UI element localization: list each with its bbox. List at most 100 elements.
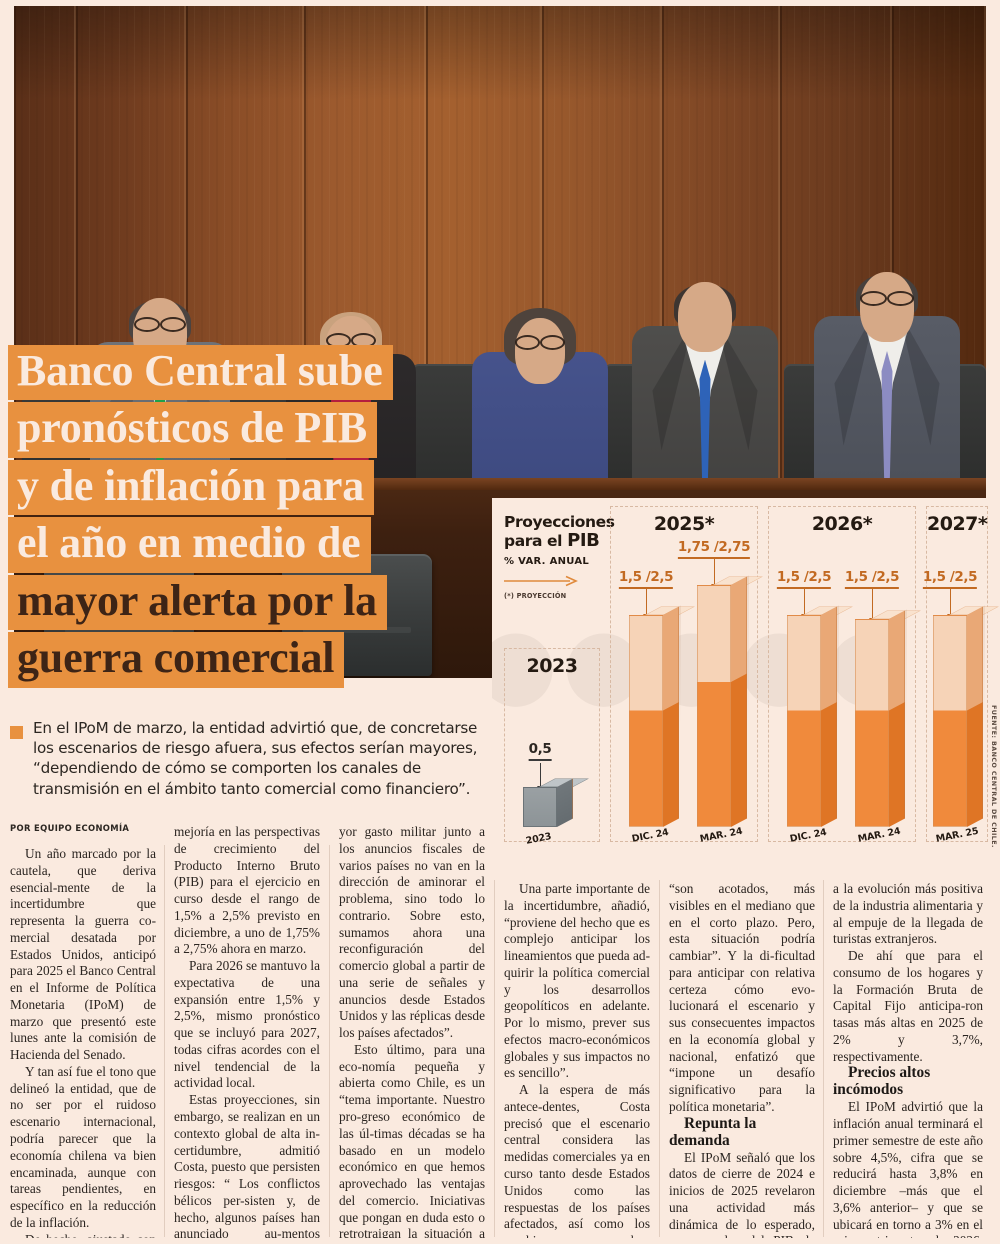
gdp-projection-chart: ●●●●● Proyecciones para el PIB % VAR. AN… xyxy=(492,498,1000,866)
paragraph: a la evolución más positiva de la indust… xyxy=(833,881,983,947)
paragraph: De hecho, ajustado con las previsiones, … xyxy=(10,1232,156,1238)
paragraph: Esto último, para una eco-nomía pequeña … xyxy=(339,1041,485,1238)
person-3-glasses-icon xyxy=(515,335,565,350)
chart-bar-2026-dic24-face xyxy=(787,615,821,827)
column-rule xyxy=(329,845,330,1237)
chart-bar-2023-face xyxy=(523,787,557,827)
chart-bar-2025-mar24-stem xyxy=(709,559,721,590)
chart-bar-2025-mar24-face xyxy=(697,585,731,827)
lede-block: En el IPoM de marzo, la entidad advirtió… xyxy=(10,718,480,799)
lede-text: En el IPoM de marzo, la entidad advirtió… xyxy=(33,719,478,798)
chart-panel-2023-year: 2023 xyxy=(526,655,578,677)
paragraph: A la espera de más antece-dentes, Costa … xyxy=(504,1082,650,1238)
person-4-head xyxy=(678,282,732,352)
person-4-lapel-right xyxy=(719,326,758,451)
person-5-head xyxy=(860,272,914,342)
headline-line-2: pronósticos de PIB xyxy=(8,402,378,458)
headline-line-3: y de inflación para xyxy=(8,459,374,516)
chart-bar-2025-dic24-face xyxy=(629,615,663,827)
person-2-glasses-icon xyxy=(326,333,376,348)
chart-bar-2027-mar25-value: 1,5 /2,5 xyxy=(922,569,978,589)
chart-bar-2026-mar24-face xyxy=(855,619,889,827)
paragraph: De ahí que para el consumo de los hogare… xyxy=(833,948,983,1064)
person-5-lapel-left xyxy=(834,316,873,446)
section-subhead: Precios altos incómodos xyxy=(833,1064,931,1099)
paragraph: mejoría en las perspectivas de crecimien… xyxy=(174,824,320,957)
chart-panel-2027-year: 2027* xyxy=(927,513,988,535)
paragraph: El IPoM advirtió que la inflación anual … xyxy=(833,1099,983,1238)
chart-bar-2025-dic24-value: 1,5 /2,5 xyxy=(618,569,674,589)
chart-panel-2027: 2027* 1,5 /2,5 MAR. 25 xyxy=(922,506,999,845)
wood-panel xyxy=(14,6,76,678)
body-column-4: Una parte importante de la incertidumbre… xyxy=(504,881,650,1238)
chart-bar-2026-dic24-stem xyxy=(799,589,811,620)
chart-bar-2023-value: 0,5 xyxy=(528,741,552,761)
chart-title-pib: PIB xyxy=(567,529,600,551)
person-5-tie xyxy=(881,351,893,496)
chart-bar-2027-mar25-stem xyxy=(945,589,957,620)
chart-panel-2025-year: 2025* xyxy=(653,513,715,535)
chart-bar-2026-dic24-value: 1,5 /2,5 xyxy=(776,569,832,589)
paragraph: El IPoM señaló que los datos de cierre d… xyxy=(669,1149,815,1238)
chart-bar-2026-mar24-side xyxy=(889,610,905,827)
person-4-tie xyxy=(699,359,711,499)
chart-panel-2026: 2026* 1,5 /2,5 DIC. 24 1,5 /2,5 xyxy=(768,506,921,845)
person-4-lapel-left xyxy=(652,326,691,451)
byline: POR EQUIPO ECONOMÍA xyxy=(10,823,130,833)
column-rule xyxy=(823,880,824,1237)
square-bullet-icon xyxy=(10,726,23,739)
chart-bar-2025-mar24-side xyxy=(731,576,747,827)
chart-bar-2023-stem xyxy=(535,763,547,792)
body-column-3: yor gasto militar junto a los anuncios f… xyxy=(339,824,485,1238)
chart-source: FUENTE: BANCO CENTRAL DE CHILE. xyxy=(990,705,998,848)
chart-bar-2025-mar24-label: MAR. 24 xyxy=(699,825,744,845)
headline-line-1: Banco Central sube xyxy=(8,345,393,401)
body-column-1: Un año marcado por la cautela, que deriv… xyxy=(10,846,156,1238)
chart-bar-2023-side xyxy=(557,778,573,827)
headline-line-5: mayor alerta por la xyxy=(8,574,387,631)
chart-bar-2027-mar25-face xyxy=(933,615,967,827)
chart-title-line2-pre: para el xyxy=(504,531,568,550)
chart-bar-2026-mar24-label: MAR. 24 xyxy=(857,825,902,845)
chart-bar-2026-mar24-value: 1,5 /2,5 xyxy=(844,569,900,589)
person-3-head xyxy=(515,318,565,384)
column-rule xyxy=(659,880,660,1237)
paragraph: Una parte importante de la incertidumbre… xyxy=(504,881,650,1081)
chart-bar-2025-dic24-stem xyxy=(641,589,653,620)
chart-bar-2026-mar24-stem xyxy=(867,589,879,624)
person-1-glasses-icon xyxy=(134,317,186,332)
person-5-lapel-right xyxy=(901,316,940,446)
chart-bar-2025-dic24-label: DIC. 24 xyxy=(631,826,670,845)
paragraph: Y tan así fue el tono que delineó la ent… xyxy=(10,1063,156,1230)
paragraph: Para 2026 se mantuvo la expectativa de u… xyxy=(174,958,320,1091)
wood-panel xyxy=(304,6,426,678)
headline-line-4: el año en medio de xyxy=(8,517,371,573)
chart-bar-2026-dic24-label: DIC. 24 xyxy=(789,826,828,845)
chart-bar-2025-mar24-value: 1,75 /2,75 xyxy=(677,539,751,559)
chart-title-line1: Proyecciones xyxy=(504,513,615,531)
chart-bar-2025-dic24-side xyxy=(663,606,679,827)
chart-footnote: (*) PROYECCIÓN xyxy=(504,592,567,600)
headline-line-6: guerra comercial xyxy=(8,632,345,688)
chart-subtitle: % VAR. ANUAL xyxy=(504,556,590,567)
paragraph: yor gasto militar junto a los anuncios f… xyxy=(339,824,485,1041)
page-headline: Banco Central sube pronósticos de PIB y … xyxy=(8,345,488,690)
person-5-glasses-icon xyxy=(860,291,914,306)
paragraph: Estas proyecciones, sin embargo, se real… xyxy=(174,1092,320,1238)
chart-panel-2026-year: 2026* xyxy=(811,513,873,535)
chart-bar-2026-dic24-side xyxy=(821,606,837,827)
body-column-6: a la evolución más positiva de la indust… xyxy=(833,881,983,1238)
column-rule xyxy=(164,845,165,1237)
paragraph: Un año marcado por la cautela, que deriv… xyxy=(10,846,156,1063)
paragraph: “son acotados, más visibles en el median… xyxy=(669,881,815,1114)
chart-bar-2027-mar25-side xyxy=(967,606,983,827)
section-subhead: Repunta la demanda xyxy=(669,1114,757,1149)
body-column-5: “son acotados, más visibles en el median… xyxy=(669,881,815,1238)
body-column-2: mejoría en las perspectivas de crecimien… xyxy=(174,824,320,1238)
arrow-right-icon xyxy=(504,574,578,587)
chart-panel-2023: 2023 0,5 2023 xyxy=(504,648,600,847)
column-rule xyxy=(494,880,495,1237)
chart-bar-2023-label: 2023 xyxy=(525,831,553,847)
